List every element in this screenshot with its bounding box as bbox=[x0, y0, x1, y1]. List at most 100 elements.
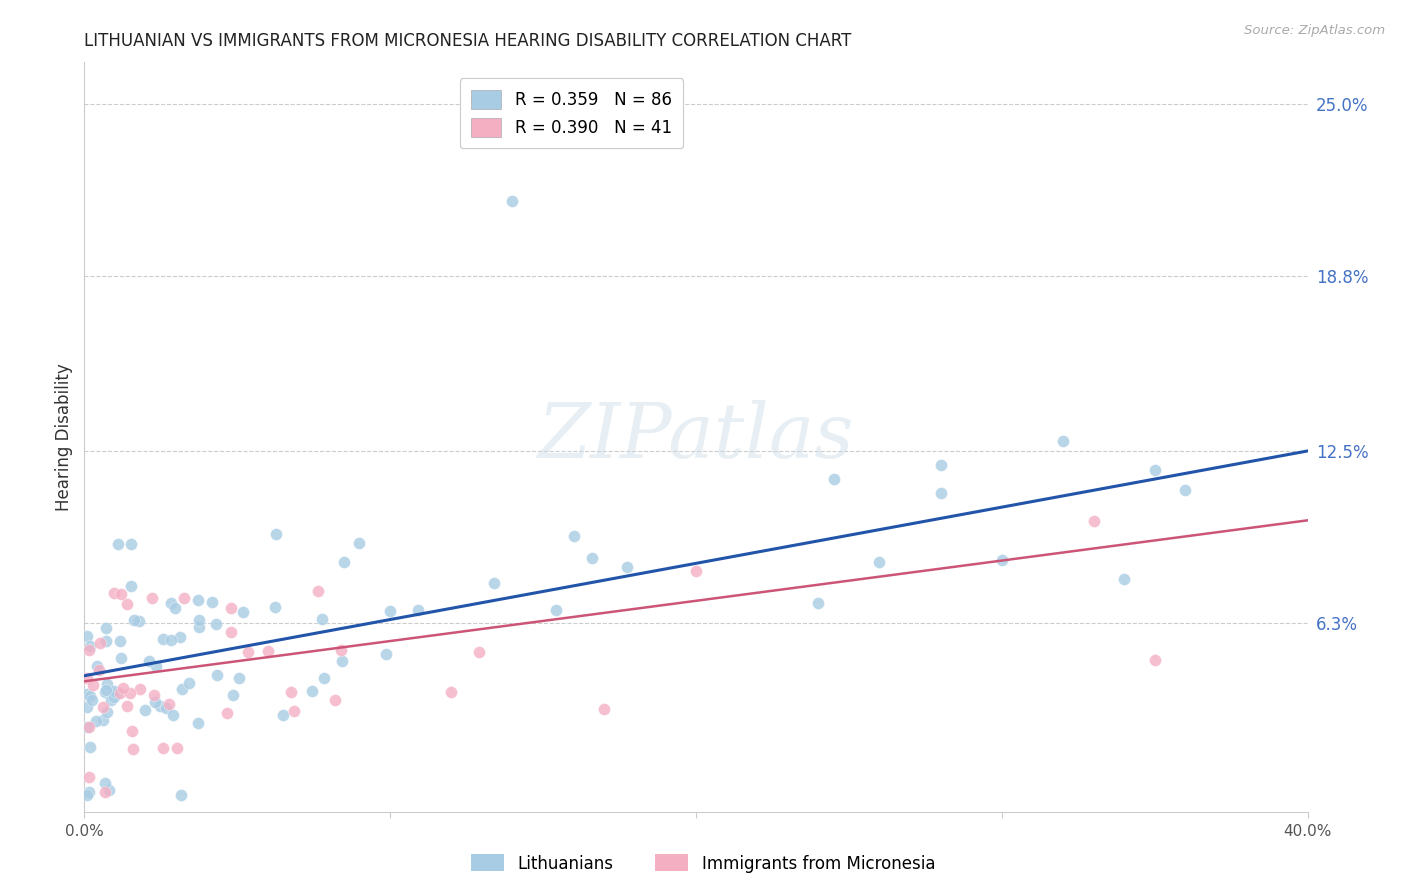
Point bbox=[122, 742, 145, 756]
Point bbox=[562, 529, 585, 543]
Point bbox=[440, 684, 463, 698]
Point bbox=[77, 720, 100, 734]
Point bbox=[330, 654, 353, 668]
Point bbox=[82, 677, 104, 691]
Point bbox=[79, 640, 101, 654]
Point bbox=[1052, 434, 1074, 449]
Point bbox=[165, 601, 187, 615]
Point bbox=[187, 613, 209, 627]
Point bbox=[128, 614, 150, 628]
Point bbox=[685, 564, 707, 578]
Point bbox=[1143, 653, 1166, 667]
Point bbox=[1174, 483, 1197, 497]
Point bbox=[188, 620, 211, 634]
Point bbox=[94, 685, 117, 699]
Point bbox=[100, 693, 122, 707]
Point bbox=[929, 458, 952, 472]
Point bbox=[207, 667, 229, 681]
Point bbox=[264, 600, 287, 615]
Point bbox=[301, 683, 323, 698]
Point bbox=[546, 603, 568, 617]
Point bbox=[141, 591, 163, 606]
Legend: Lithuanians, Immigrants from Micronesia: Lithuanians, Immigrants from Micronesia bbox=[464, 847, 942, 880]
Point bbox=[152, 632, 174, 647]
Point bbox=[120, 537, 142, 551]
Point bbox=[236, 645, 259, 659]
Point bbox=[76, 788, 98, 802]
Point bbox=[807, 596, 830, 610]
Point bbox=[87, 663, 110, 677]
Point bbox=[84, 714, 107, 728]
Point bbox=[115, 699, 138, 714]
Point bbox=[166, 741, 188, 756]
Point bbox=[76, 629, 98, 643]
Point bbox=[82, 692, 104, 706]
Point bbox=[79, 689, 101, 703]
Point bbox=[187, 592, 209, 607]
Point bbox=[157, 697, 180, 711]
Point bbox=[349, 535, 371, 549]
Point bbox=[142, 688, 165, 702]
Point bbox=[869, 555, 891, 569]
Point bbox=[378, 604, 401, 618]
Point bbox=[94, 784, 117, 798]
Point bbox=[467, 645, 489, 659]
Point bbox=[86, 658, 108, 673]
Point bbox=[160, 596, 183, 610]
Text: ZIPatlas: ZIPatlas bbox=[537, 401, 855, 474]
Point bbox=[96, 677, 118, 691]
Point bbox=[76, 687, 98, 701]
Point bbox=[593, 702, 616, 716]
Point bbox=[103, 684, 125, 698]
Point bbox=[89, 636, 111, 650]
Point bbox=[105, 686, 128, 700]
Point bbox=[94, 682, 117, 697]
Point bbox=[115, 597, 138, 611]
Point bbox=[256, 644, 278, 658]
Point bbox=[312, 672, 335, 686]
Point bbox=[149, 698, 172, 713]
Point bbox=[179, 675, 201, 690]
Point bbox=[215, 706, 238, 720]
Point bbox=[76, 700, 98, 714]
Point bbox=[77, 770, 100, 784]
Point bbox=[374, 647, 396, 661]
Text: LITHUANIAN VS IMMIGRANTS FROM MICRONESIA HEARING DISABILITY CORRELATION CHART: LITHUANIAN VS IMMIGRANTS FROM MICRONESIA… bbox=[84, 32, 852, 50]
Point bbox=[169, 630, 191, 644]
Point bbox=[280, 685, 302, 699]
Point bbox=[219, 600, 242, 615]
Point bbox=[94, 634, 117, 648]
Y-axis label: Hearing Disability: Hearing Disability bbox=[55, 363, 73, 511]
Point bbox=[1143, 463, 1166, 477]
Point bbox=[145, 659, 167, 673]
Point bbox=[110, 650, 132, 665]
Point bbox=[173, 591, 195, 606]
Point bbox=[172, 681, 194, 696]
Point bbox=[222, 688, 245, 702]
Legend: R = 0.359   N = 86, R = 0.390   N = 41: R = 0.359 N = 86, R = 0.390 N = 41 bbox=[460, 78, 683, 148]
Point bbox=[152, 740, 174, 755]
Point bbox=[120, 579, 142, 593]
Point bbox=[307, 584, 329, 599]
Point bbox=[160, 633, 183, 648]
Point bbox=[311, 612, 333, 626]
Point bbox=[482, 575, 505, 590]
Point bbox=[91, 713, 114, 727]
Point bbox=[232, 605, 254, 619]
Point bbox=[1114, 572, 1136, 586]
Point bbox=[162, 708, 184, 723]
Point bbox=[79, 739, 101, 754]
Point bbox=[283, 704, 305, 718]
Point bbox=[98, 783, 121, 797]
Point bbox=[77, 785, 100, 799]
Point bbox=[134, 703, 156, 717]
Point bbox=[77, 642, 100, 657]
Point bbox=[107, 537, 129, 551]
Point bbox=[929, 486, 952, 500]
Point bbox=[103, 690, 125, 704]
Point bbox=[94, 621, 117, 635]
Point bbox=[186, 716, 208, 731]
Point bbox=[593, 125, 616, 139]
Point bbox=[581, 550, 603, 565]
Point bbox=[264, 526, 287, 541]
